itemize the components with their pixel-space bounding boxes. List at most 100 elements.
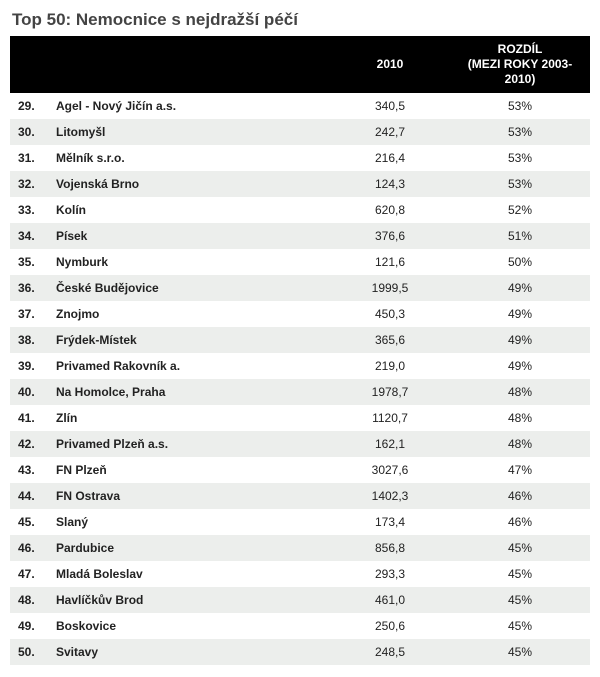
cell-rank: 40. [10,379,50,405]
table-row: 43.FN Plzeň3027,647% [10,457,590,483]
table-row: 35.Nymburk121,650% [10,249,590,275]
cell-rank: 47. [10,561,50,587]
hospitals-table: 2010 ROZDÍL (MEZI ROKY 2003-2010) 29.Age… [10,36,590,665]
cell-rank: 33. [10,197,50,223]
cell-diff: 45% [450,613,590,639]
table-row: 42.Privamed Plzeň a.s.162,148% [10,431,590,457]
table-row: 32.Vojenská Brno124,353% [10,171,590,197]
table-row: 41.Zlín1120,748% [10,405,590,431]
cell-2010: 856,8 [330,535,450,561]
table-row: 33.Kolín620,852% [10,197,590,223]
table-row: 46.Pardubice856,845% [10,535,590,561]
header-diff-line2: (MEZI ROKY 2003-2010) [468,57,572,86]
cell-name: Litomyšl [50,119,330,145]
cell-rank: 35. [10,249,50,275]
cell-diff: 46% [450,483,590,509]
cell-diff: 48% [450,405,590,431]
cell-name: Privamed Plzeň a.s. [50,431,330,457]
cell-name: Vojenská Brno [50,171,330,197]
cell-diff: 45% [450,561,590,587]
cell-rank: 29. [10,93,50,119]
cell-rank: 31. [10,145,50,171]
table-row: 40.Na Homolce, Praha1978,748% [10,379,590,405]
cell-rank: 41. [10,405,50,431]
table-row: 48.Havlíčkův Brod461,045% [10,587,590,613]
table-row: 36.České Budějovice1999,549% [10,275,590,301]
cell-diff: 49% [450,275,590,301]
cell-rank: 49. [10,613,50,639]
cell-diff: 53% [450,119,590,145]
cell-name: Frýdek-Místek [50,327,330,353]
cell-2010: 173,4 [330,509,450,535]
cell-rank: 43. [10,457,50,483]
cell-diff: 49% [450,353,590,379]
header-diff-line1: ROZDÍL [498,42,543,56]
cell-2010: 1999,5 [330,275,450,301]
header-2010: 2010 [330,36,450,93]
table-row: 44.FN Ostrava1402,346% [10,483,590,509]
table-row: 50.Svitavy248,545% [10,639,590,665]
cell-2010: 376,6 [330,223,450,249]
cell-diff: 45% [450,587,590,613]
cell-diff: 46% [450,509,590,535]
cell-rank: 45. [10,509,50,535]
cell-name: Boskovice [50,613,330,639]
cell-diff: 48% [450,379,590,405]
cell-2010: 250,6 [330,613,450,639]
table-row: 49.Boskovice250,645% [10,613,590,639]
cell-2010: 293,3 [330,561,450,587]
cell-rank: 46. [10,535,50,561]
cell-2010: 1120,7 [330,405,450,431]
cell-name: Mladá Boleslav [50,561,330,587]
cell-rank: 50. [10,639,50,665]
table-row: 39.Privamed Rakovník a.219,049% [10,353,590,379]
cell-diff: 48% [450,431,590,457]
cell-rank: 36. [10,275,50,301]
cell-2010: 620,8 [330,197,450,223]
table-row: 38.Frýdek-Místek365,649% [10,327,590,353]
cell-2010: 162,1 [330,431,450,457]
page: Top 50: Nemocnice s nejdražší péčí 2010 … [0,0,600,677]
cell-diff: 53% [450,171,590,197]
cell-name: Slaný [50,509,330,535]
table-header: 2010 ROZDÍL (MEZI ROKY 2003-2010) [10,36,590,93]
header-diff: ROZDÍL (MEZI ROKY 2003-2010) [450,36,590,93]
cell-name: Kolín [50,197,330,223]
page-title: Top 50: Nemocnice s nejdražší péčí [12,10,590,30]
cell-diff: 49% [450,327,590,353]
cell-2010: 124,3 [330,171,450,197]
cell-2010: 1978,7 [330,379,450,405]
cell-diff: 49% [450,301,590,327]
cell-2010: 248,5 [330,639,450,665]
cell-name: Písek [50,223,330,249]
cell-rank: 30. [10,119,50,145]
cell-rank: 44. [10,483,50,509]
cell-rank: 32. [10,171,50,197]
cell-diff: 53% [450,93,590,119]
cell-2010: 450,3 [330,301,450,327]
cell-diff: 47% [450,457,590,483]
table-row: 31.Mělník s.r.o.216,453% [10,145,590,171]
cell-name: Znojmo [50,301,330,327]
table-row: 45.Slaný173,446% [10,509,590,535]
table-row: 34.Písek376,651% [10,223,590,249]
header-blank [10,36,330,93]
cell-2010: 219,0 [330,353,450,379]
cell-name: Svitavy [50,639,330,665]
table-row: 30.Litomyšl242,753% [10,119,590,145]
cell-diff: 52% [450,197,590,223]
table-row: 37.Znojmo450,349% [10,301,590,327]
cell-2010: 340,5 [330,93,450,119]
cell-diff: 45% [450,639,590,665]
table-row: 29.Agel - Nový Jičín a.s.340,553% [10,93,590,119]
cell-rank: 42. [10,431,50,457]
cell-name: Nymburk [50,249,330,275]
cell-rank: 39. [10,353,50,379]
cell-2010: 461,0 [330,587,450,613]
cell-diff: 51% [450,223,590,249]
cell-rank: 37. [10,301,50,327]
cell-name: Pardubice [50,535,330,561]
cell-2010: 242,7 [330,119,450,145]
cell-name: FN Plzeň [50,457,330,483]
cell-rank: 38. [10,327,50,353]
